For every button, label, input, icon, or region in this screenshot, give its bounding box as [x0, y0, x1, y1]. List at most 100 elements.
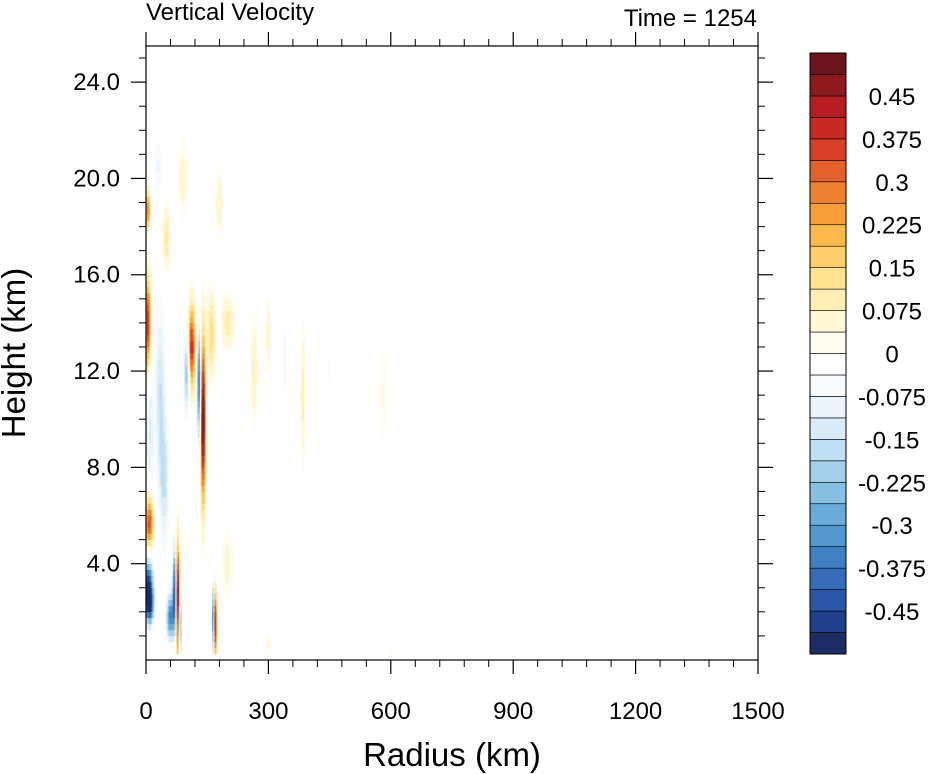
heatmap-cell	[147, 443, 149, 450]
heatmap-cell	[159, 359, 161, 366]
heatmap-cell	[283, 316, 285, 324]
heatmap-cell	[160, 545, 163, 552]
heatmap-cell	[159, 515, 161, 522]
heatmap-cell	[158, 154, 160, 161]
heatmap-cell	[256, 353, 258, 360]
heatmap-cell	[158, 365, 160, 372]
heatmap-cell	[215, 593, 218, 601]
heatmap-cell	[155, 575, 158, 583]
heatmap-cell	[163, 250, 165, 257]
heatmap-cell	[384, 401, 387, 408]
heatmap-cell	[196, 431, 198, 438]
heatmap-cell	[226, 533, 229, 540]
heatmap-cell	[303, 371, 306, 378]
heatmap-cell	[286, 322, 289, 330]
heatmap-cell	[157, 304, 159, 312]
heatmap-cell	[215, 581, 218, 589]
heatmap-cell	[384, 383, 387, 390]
heatmap-cell	[188, 286, 191, 294]
heatmap-cell	[197, 425, 199, 432]
heatmap-cell	[161, 383, 164, 390]
heatmap-cell	[303, 401, 306, 408]
heatmap-cell	[149, 407, 152, 414]
heatmap-cell	[214, 190, 217, 197]
heatmap-cell	[163, 497, 165, 504]
heatmap-cell	[160, 172, 163, 179]
heatmap-cell	[183, 334, 186, 342]
heatmap-cell	[157, 383, 159, 390]
heatmap-cell	[163, 611, 165, 619]
heatmap-cell	[268, 346, 270, 354]
heatmap-cell	[215, 605, 218, 613]
heatmap-cell	[185, 371, 187, 378]
heatmap-cell	[215, 353, 218, 360]
heatmap-cell	[166, 425, 169, 432]
heatmap-cell	[153, 629, 155, 637]
heatmap-cell	[223, 304, 225, 312]
heatmap-cell	[384, 395, 387, 402]
heatmap-cell	[169, 232, 171, 239]
heatmap-cell	[147, 407, 149, 414]
heatmap-cell	[153, 569, 155, 577]
heatmap-cell	[216, 208, 219, 215]
heatmap-cell	[254, 322, 257, 330]
heatmap-cell	[182, 334, 185, 342]
heatmap-cell	[158, 515, 160, 522]
heatmap-cell	[148, 268, 150, 276]
heatmap-cell	[157, 521, 159, 528]
heatmap-cell	[157, 401, 159, 408]
heatmap-cell	[226, 310, 229, 318]
heatmap-cell	[381, 389, 383, 396]
heatmap-cell	[196, 377, 198, 384]
heatmap-cell	[286, 346, 289, 354]
heatmap-cell	[204, 497, 207, 504]
heatmap-cell	[148, 623, 150, 631]
heatmap-cell	[160, 425, 163, 432]
heatmap-cell	[170, 455, 172, 462]
heatmap-cell	[223, 316, 225, 324]
heatmap-cell	[228, 304, 230, 312]
heatmap-cell	[164, 262, 166, 270]
heatmap-cell	[148, 437, 150, 444]
heatmap-cell	[207, 304, 209, 312]
heatmap-cell	[269, 328, 272, 336]
heatmap-cell	[160, 340, 163, 348]
heatmap-cell	[165, 389, 168, 396]
heatmap-cell	[204, 455, 207, 462]
heatmap-cell	[269, 340, 272, 348]
heatmap-cell	[231, 316, 234, 324]
heatmap-cell	[205, 353, 208, 360]
heatmap-cell	[181, 641, 184, 649]
colorbar-segment	[809, 245, 847, 268]
heatmap-cell	[170, 569, 172, 577]
heatmap-cell	[302, 455, 305, 462]
heatmap-cell	[215, 617, 218, 625]
heatmap-cell	[182, 353, 185, 360]
heatmap-cell	[207, 371, 209, 378]
heatmap-cell	[285, 377, 288, 384]
heatmap-cell	[382, 389, 384, 396]
heatmap-cell	[305, 377, 307, 384]
heatmap-cell	[325, 346, 328, 354]
heatmap-cell	[146, 467, 148, 474]
heatmap-cell	[146, 316, 148, 324]
heatmap-cell	[146, 262, 148, 270]
heatmap-cell	[181, 148, 184, 155]
heatmap-cell	[155, 316, 158, 324]
heatmap-cell	[204, 419, 207, 426]
heatmap-cell	[183, 346, 186, 354]
heatmap-cell	[160, 533, 163, 540]
heatmap-cell	[185, 340, 187, 348]
heatmap-cell	[187, 298, 190, 306]
heatmap-cell	[256, 401, 258, 408]
heatmap-cell	[153, 340, 155, 348]
heatmap-cell	[218, 214, 220, 221]
heatmap-cell	[161, 238, 164, 245]
heatmap-cell	[187, 371, 190, 378]
heatmap-cell	[205, 473, 208, 480]
heatmap-cell	[177, 551, 180, 558]
heatmap-cell	[203, 292, 206, 300]
heatmap-cell	[161, 485, 164, 492]
colorbar-segment	[809, 374, 847, 397]
heatmap-cell	[146, 322, 148, 330]
